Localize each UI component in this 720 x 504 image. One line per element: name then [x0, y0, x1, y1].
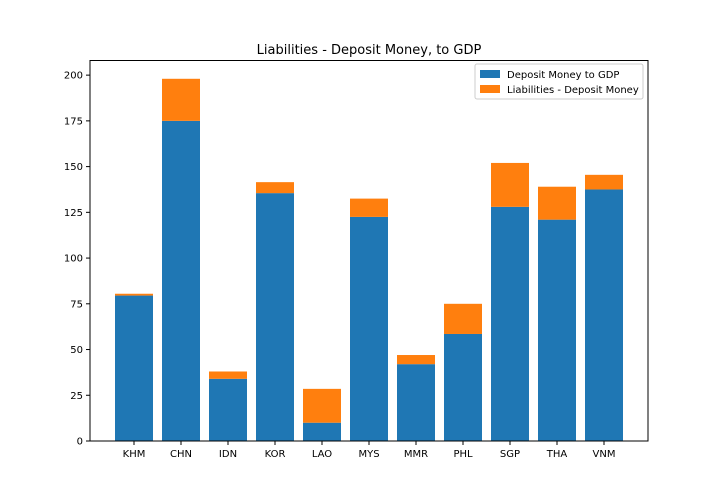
x-tick-label-chn: CHN [170, 449, 192, 460]
x-tick-label-phl: PHL [453, 449, 473, 460]
bar-mys-series-2 [350, 198, 388, 217]
x-tick-label-mmr: MMR [404, 449, 428, 460]
bar-lao-series-2 [303, 388, 341, 423]
bar-mys-series-1 [350, 216, 388, 441]
x-tick-label-vnm: VNM [593, 449, 616, 460]
chart-title: Liabilities - Deposit Money, to GDP [257, 43, 482, 58]
bar-idn-series-2 [209, 371, 247, 379]
bar-kor-series-1 [256, 193, 294, 441]
y-tick-label-50: 50 [70, 345, 83, 356]
bar-sgp-series-1 [491, 206, 529, 441]
y-tick-label-25: 25 [70, 391, 83, 402]
y-tick-label-150: 150 [64, 162, 83, 173]
bar-tha-series-1 [538, 219, 576, 441]
y-tick-label-0: 0 [77, 437, 83, 448]
legend-box [474, 63, 644, 100]
legend-swatch-2 [480, 85, 500, 93]
bar-mmr-series-2 [397, 355, 435, 365]
bar-vnm-series-1 [585, 189, 623, 441]
bar-khm-series-2 [115, 293, 153, 296]
bar-tha-series-2 [538, 186, 576, 220]
bar-idn-series-1 [209, 378, 247, 441]
y-tick-label-100: 100 [64, 254, 83, 265]
x-axis: KHM CHN IDN KOR LAO MYS MMR PHL SGP THA VNM [123, 441, 616, 460]
bar-sgp-series-2 [491, 162, 529, 207]
bar-phl-series-1 [444, 333, 482, 441]
legend-label-1: Deposit Money to GDP [507, 70, 619, 81]
y-tick-label-175: 175 [64, 116, 83, 127]
bar-vnm-series-2 [585, 174, 623, 190]
x-tick-label-mys: MYS [358, 449, 379, 460]
bar-lao-series-1 [303, 422, 341, 441]
bar-chn-series-1 [162, 120, 200, 442]
bars-layer [115, 78, 623, 442]
x-tick-label-idn: IDN [219, 449, 237, 460]
y-tick-label-125: 125 [64, 208, 83, 219]
x-tick-label-khm: KHM [123, 449, 146, 460]
legend-swatch-1 [480, 70, 500, 78]
x-tick-label-kor: KOR [265, 449, 286, 460]
bar-khm-series-1 [115, 295, 153, 441]
plot-frame [89, 60, 649, 442]
bar-mmr-series-1 [397, 364, 435, 441]
x-tick-label-tha: THA [546, 449, 568, 460]
y-tick-label-75: 75 [70, 299, 83, 310]
bar-phl-series-2 [444, 303, 482, 334]
legend: Deposit Money to GDP Liabilities - Deposi… [474, 63, 644, 100]
bar-kor-series-2 [256, 182, 294, 194]
y-tick-label-200: 200 [64, 71, 83, 82]
legend-label-2: Liabilities - Deposit Money [507, 85, 639, 96]
x-tick-label-lao: LAO [312, 449, 332, 460]
bar-chn-series-2 [162, 78, 200, 121]
y-axis: 0 25 50 75 100 125 150 175 200 [64, 71, 90, 448]
x-tick-label-sgp: SGP [500, 449, 520, 460]
